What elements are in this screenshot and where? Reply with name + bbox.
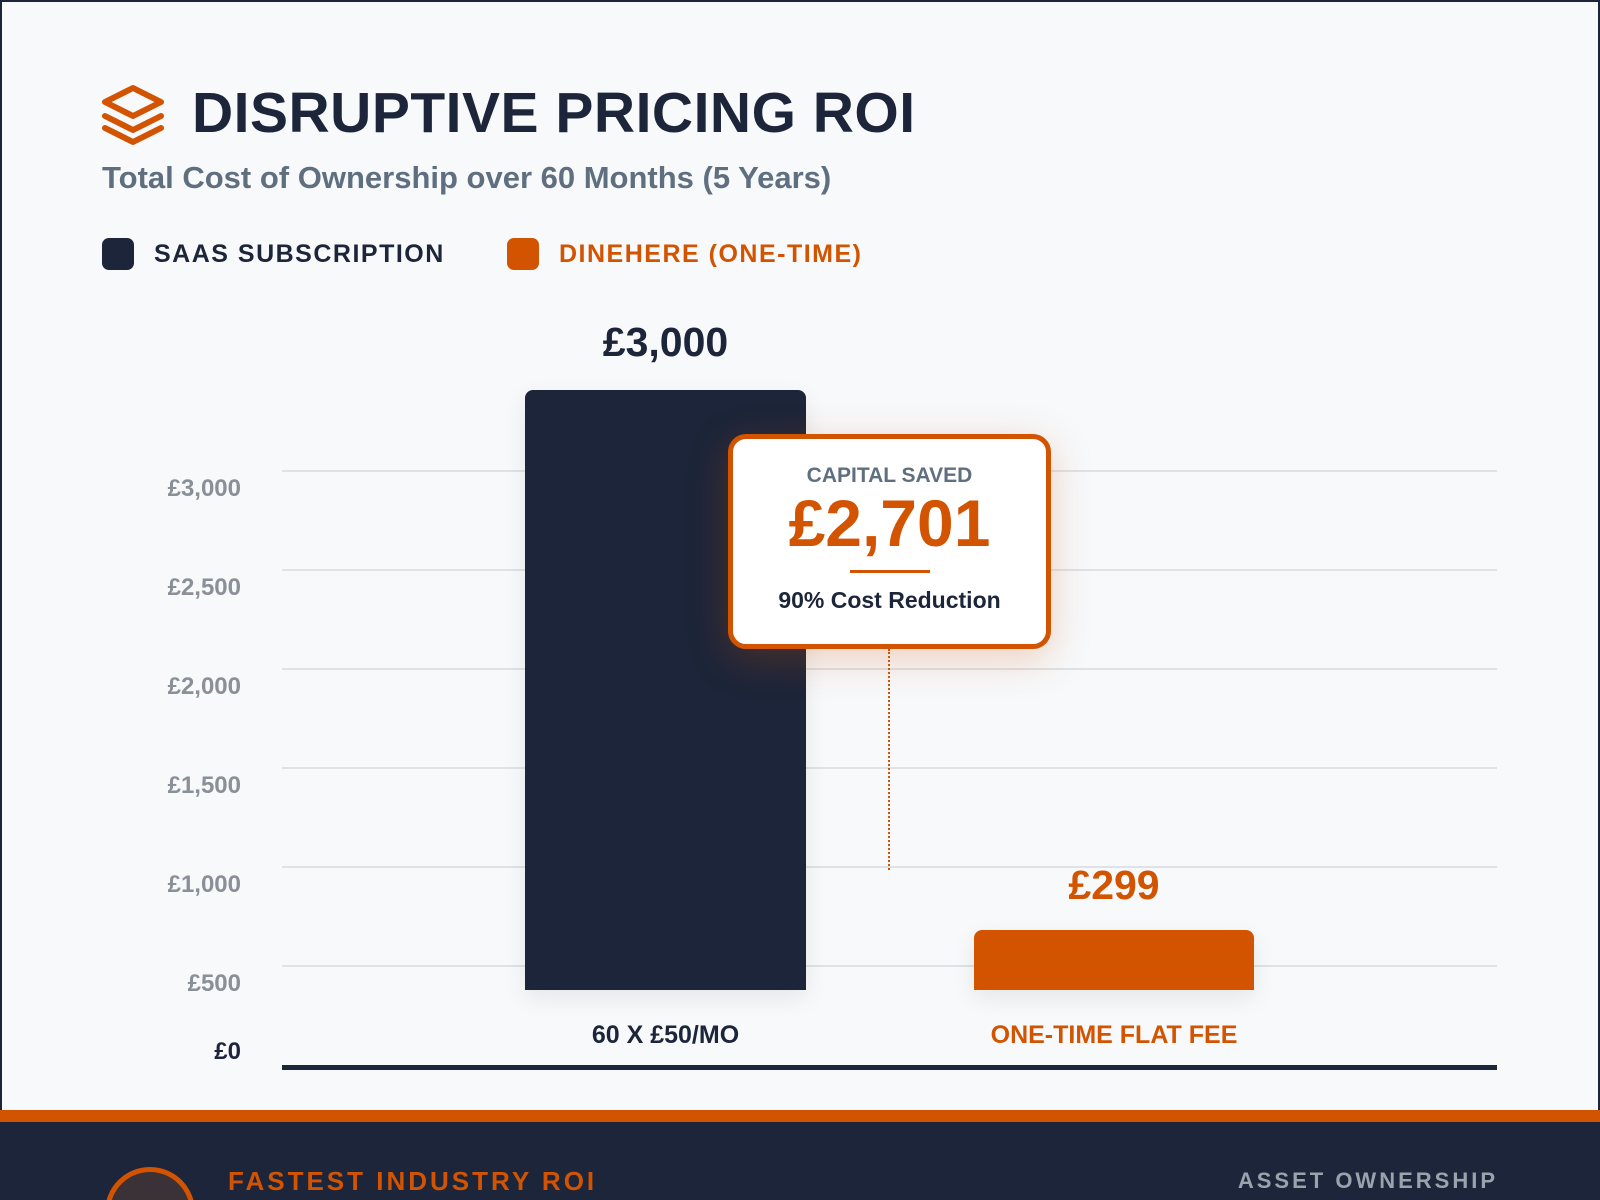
y-tick-label: £1,000	[167, 871, 241, 898]
callout-value: £2,701	[788, 486, 991, 560]
category-label-saas: 60 X £50/MO	[591, 1021, 740, 1049]
footer: FASTEST INDUSTRY ROI ASSET OWNERSHIP	[0, 1110, 1600, 1200]
x-axis-baseline	[282, 1065, 1497, 1070]
y-tick-label: £500	[187, 970, 241, 997]
page-title: DISRUPTIVE PRICING ROI	[192, 81, 916, 145]
value-label-dinehere: £299	[1068, 862, 1160, 909]
y-tick-label: £1,500	[167, 772, 241, 799]
callout-label: CAPITAL SAVED	[806, 464, 973, 487]
legend-label-saas: SAAS SUBSCRIPTION	[154, 239, 445, 268]
legend-swatch-saas	[102, 238, 134, 270]
y-tick-label: £2,500	[167, 574, 241, 601]
category-label-dinehere: ONE-TIME FLAT FEE	[990, 1021, 1238, 1049]
y-tick-label: £2,000	[167, 673, 241, 700]
footer-right-label: ASSET OWNERSHIP	[1237, 1168, 1498, 1193]
bar-dinehere	[974, 930, 1254, 990]
page-subtitle: Total Cost of Ownership over 60 Months (…	[102, 160, 832, 195]
callout-divider	[849, 570, 930, 573]
callout-note: 90% Cost Reduction	[778, 587, 1001, 613]
legend-item-dinehere: DINEHERE (ONE-TIME)	[507, 238, 863, 270]
legend-item-saas: SAAS SUBSCRIPTION	[102, 238, 445, 270]
gridline	[282, 965, 1497, 967]
footer-badge-icon	[105, 1167, 195, 1200]
value-label-saas: £3,000	[602, 319, 729, 365]
capital-saved-callout: CAPITAL SAVED £2,701 90% Cost Reduction	[728, 434, 1051, 649]
y-tick-label: £0	[214, 1038, 241, 1065]
savings-connector-line	[888, 649, 890, 870]
legend-label-dinehere: DINEHERE (ONE-TIME)	[559, 239, 863, 268]
legend-swatch-dinehere	[507, 238, 539, 270]
layers-icon	[102, 85, 164, 145]
footer-left-label: FASTEST INDUSTRY ROI	[228, 1166, 598, 1196]
y-tick-label: £3,000	[167, 475, 241, 502]
